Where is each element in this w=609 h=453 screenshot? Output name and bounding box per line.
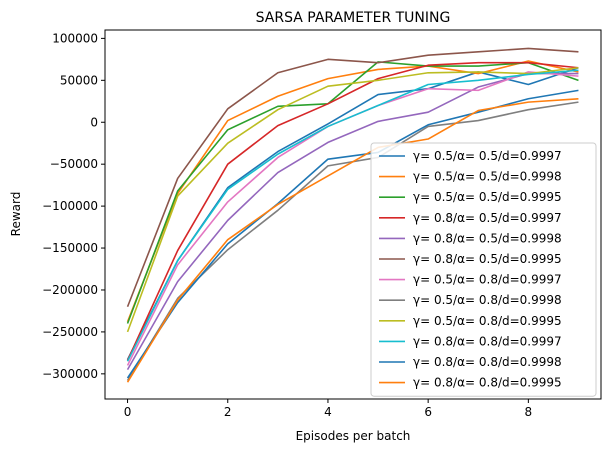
x-tick-label: 2 bbox=[224, 405, 232, 419]
y-tick-label: −250000 bbox=[42, 325, 98, 339]
legend-entry: γ= 0.8/α= 0.8/d=0.9995 bbox=[413, 376, 562, 390]
y-tick-label: −300000 bbox=[42, 367, 98, 381]
y-tick-label: 100000 bbox=[52, 31, 98, 45]
series-line-4 bbox=[126, 61, 579, 361]
y-tick-label: 0 bbox=[90, 115, 98, 129]
y-tick-label: −200000 bbox=[42, 283, 98, 297]
y-tick-label: −50000 bbox=[50, 157, 98, 171]
legend-entry: γ= 0.5/α= 0.5/d=0.9995 bbox=[413, 190, 562, 204]
y-tick-label: −150000 bbox=[42, 241, 98, 255]
x-tick-label: 0 bbox=[124, 405, 132, 419]
legend-entry: γ= 0.5/α= 0.5/d=0.9997 bbox=[413, 149, 562, 163]
y-tick-label: −100000 bbox=[42, 199, 98, 213]
legend-entry: γ= 0.8/α= 0.8/d=0.9998 bbox=[413, 355, 562, 369]
series-line-2 bbox=[126, 60, 579, 323]
x-tick-label: 4 bbox=[324, 405, 332, 419]
series-line-9 bbox=[126, 66, 579, 333]
series-line-11 bbox=[126, 89, 579, 379]
x-axis-label: Episodes per batch bbox=[296, 429, 411, 443]
legend-entry: γ= 0.5/α= 0.8/d=0.9998 bbox=[413, 293, 562, 307]
x-tick-label: 6 bbox=[424, 405, 432, 419]
plot-frame bbox=[104, 29, 602, 400]
legend-entry: γ= 0.5/α= 0.8/d=0.9995 bbox=[413, 314, 562, 328]
y-axis-label: Reward bbox=[9, 192, 23, 237]
legend-entry: γ= 0.5/α= 0.5/d=0.9998 bbox=[413, 170, 562, 184]
legend-entry: γ= 0.8/α= 0.5/d=0.9998 bbox=[413, 231, 562, 245]
series-line-6 bbox=[126, 47, 579, 308]
legend-entry: γ= 0.8/α= 0.8/d=0.9997 bbox=[413, 334, 562, 348]
legend-box bbox=[370, 142, 597, 397]
y-tick-label: 50000 bbox=[60, 73, 98, 87]
legend: γ= 0.5/α= 0.5/d=0.9997 γ= 0.5/α= 0.5/d=0.… bbox=[370, 142, 597, 397]
legend-entry: γ= 0.8/α= 0.5/d=0.9997 bbox=[413, 211, 562, 225]
series-line-12 bbox=[126, 97, 579, 383]
series-line-10 bbox=[126, 69, 579, 362]
legend-entry: γ= 0.5/α= 0.8/d=0.9997 bbox=[413, 273, 562, 287]
x-tick-label: 8 bbox=[525, 405, 533, 419]
legend-entry: γ= 0.8/α= 0.5/d=0.9995 bbox=[413, 252, 562, 266]
chart-title: SARSA PARAMETER TUNING bbox=[256, 10, 451, 26]
